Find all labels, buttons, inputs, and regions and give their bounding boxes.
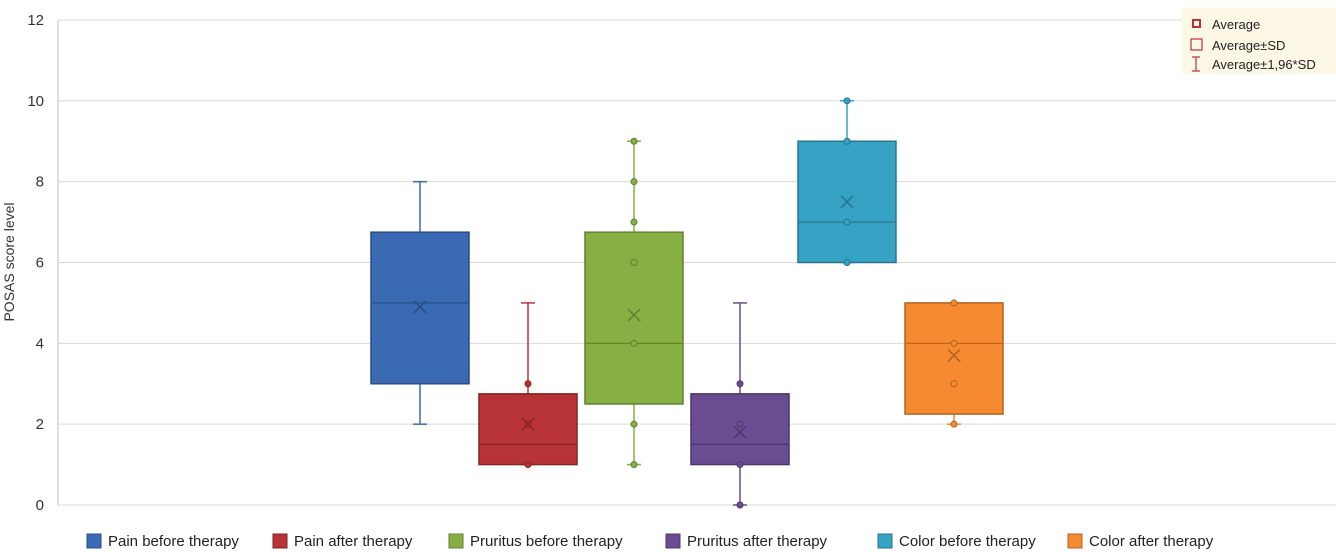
gridlines xyxy=(58,19,1336,506)
stat-legend-label: Average±SD xyxy=(1212,38,1285,53)
data-point xyxy=(843,97,851,105)
y-tick-label: 0 xyxy=(36,497,44,514)
y-tick-label: 4 xyxy=(36,335,44,352)
data-point xyxy=(950,420,958,428)
legend-item: Color before therapy xyxy=(877,533,1036,550)
mean-marker xyxy=(947,348,961,362)
mean-marker xyxy=(840,195,854,209)
box-color-after-therapy xyxy=(904,299,1004,428)
box-plots xyxy=(370,97,1004,509)
average-symbol xyxy=(1192,19,1201,28)
data-point xyxy=(630,137,638,145)
legend-swatch xyxy=(877,533,893,549)
box-pruritus-before-therapy xyxy=(584,137,684,469)
box-body xyxy=(584,231,684,405)
box-color-before-therapy xyxy=(797,97,897,266)
sd-symbol xyxy=(1190,38,1203,51)
data-point xyxy=(524,461,532,469)
y-axis-title: POSAS score level xyxy=(1,202,17,321)
box-body xyxy=(690,393,790,466)
mean-marker xyxy=(521,417,535,431)
stat-legend-item: Average±1,96*SD xyxy=(1192,56,1316,72)
box-body xyxy=(478,393,578,466)
data-point xyxy=(950,299,958,307)
data-point xyxy=(843,218,851,226)
box-pruritus-after-therapy xyxy=(690,302,790,509)
data-point xyxy=(843,137,851,145)
y-tick-label: 6 xyxy=(36,255,44,272)
data-point xyxy=(950,380,958,388)
y-axis: 0 2 4 6 8 10 12 xyxy=(27,12,59,514)
data-point xyxy=(630,461,638,469)
stat-legend-label: Average xyxy=(1212,17,1260,32)
legend-swatch xyxy=(86,533,102,549)
y-tick-label: 8 xyxy=(36,174,44,191)
y-tick-label: 10 xyxy=(27,93,44,110)
legend-swatch xyxy=(448,533,464,549)
legend-label: Color before therapy xyxy=(899,533,1036,550)
legend-item: Pruritus before therapy xyxy=(448,533,623,550)
stat-legend-label: Average±1,96*SD xyxy=(1212,57,1316,72)
legend-label: Pain before therapy xyxy=(108,533,239,550)
legend-swatch xyxy=(272,533,288,549)
mean-marker xyxy=(627,308,641,322)
legend-label: Color after therapy xyxy=(1089,533,1214,550)
data-point xyxy=(950,339,958,347)
data-point xyxy=(736,420,744,428)
stat-legend: Average Average±SD Average±1,96*SD xyxy=(1182,8,1336,74)
legend: Pain before therapy Pain after therapy Pru… xyxy=(86,533,1214,550)
box-body xyxy=(904,302,1004,415)
data-point xyxy=(736,380,744,388)
stat-legend-item: Average xyxy=(1192,17,1260,32)
y-tick-label: 2 xyxy=(36,416,44,433)
legend-item: Color after therapy xyxy=(1067,533,1214,550)
data-point xyxy=(843,259,851,266)
mean-marker xyxy=(733,425,747,439)
mean-marker xyxy=(413,300,427,314)
legend-label: Pruritus after therapy xyxy=(687,533,828,550)
legend-swatch xyxy=(1067,533,1083,549)
data-point xyxy=(630,178,638,186)
legend-swatch xyxy=(665,533,681,549)
data-point xyxy=(630,259,638,266)
data-point xyxy=(524,380,532,388)
legend-item: Pruritus after therapy xyxy=(665,533,828,550)
y-tick-label: 12 xyxy=(27,12,44,29)
stat-legend-item: Average±SD xyxy=(1190,38,1285,53)
data-point xyxy=(630,218,638,226)
legend-item: Pain before therapy xyxy=(86,533,239,550)
box-pain-after-therapy xyxy=(478,302,578,469)
data-point xyxy=(630,420,638,428)
data-point xyxy=(736,461,744,469)
data-point xyxy=(630,339,638,347)
stat-legend-box xyxy=(1182,8,1336,74)
data-point xyxy=(736,501,744,509)
legend-label: Pain after therapy xyxy=(294,533,413,550)
box-pain-before-therapy xyxy=(370,180,470,425)
legend-item: Pain after therapy xyxy=(272,533,413,550)
legend-label: Pruritus before therapy xyxy=(470,533,623,550)
